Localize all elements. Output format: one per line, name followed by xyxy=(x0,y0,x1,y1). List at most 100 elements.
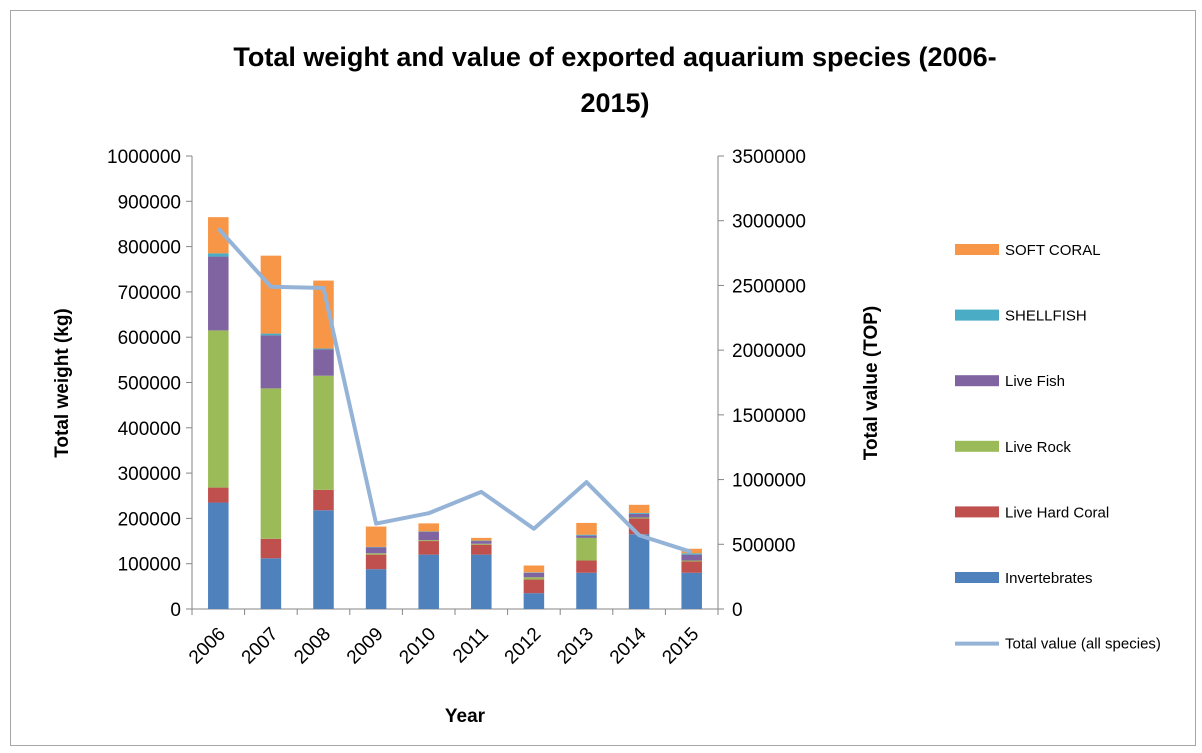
legend-swatch xyxy=(955,440,999,452)
x-tick-label: 2006 xyxy=(185,624,230,669)
y2-tick-label: 0 xyxy=(732,600,743,621)
bar-segment xyxy=(418,554,439,609)
bar-segment xyxy=(628,513,650,518)
legend-swatch xyxy=(955,572,999,583)
bar-segment xyxy=(208,217,229,254)
legend-label: Total value (all species) xyxy=(1005,636,1161,653)
bar-segment xyxy=(260,335,282,389)
y2-tick-label: 1000000 xyxy=(732,471,806,492)
legend-swatch xyxy=(955,244,999,255)
legend-label: Invertebrates xyxy=(1005,570,1093,587)
y2-axis-title: Total value (TOP) xyxy=(861,306,882,461)
bar-segment xyxy=(523,577,545,580)
bar-segment xyxy=(365,554,387,570)
y-tick-label: 100000 xyxy=(118,555,181,576)
y2-tick-label: 3500000 xyxy=(732,147,806,168)
y-tick-label: 1000000 xyxy=(107,147,181,168)
bar-segment xyxy=(418,523,439,532)
bar-segment xyxy=(523,593,545,609)
bar-segment xyxy=(471,544,492,555)
bar-segment xyxy=(681,560,702,562)
y-tick-label: 500000 xyxy=(118,374,181,395)
legend-label: SOFT CORAL xyxy=(1005,242,1101,259)
bar-segment xyxy=(313,280,334,349)
bar-segment xyxy=(471,543,492,545)
bar-segment xyxy=(471,541,492,544)
bar-segment xyxy=(523,572,545,578)
y-tick-label: 200000 xyxy=(118,509,181,530)
chart-title-line-2: 2015) xyxy=(580,88,649,118)
x-tick-label: 2011 xyxy=(449,624,493,668)
y-tick-label: 600000 xyxy=(118,328,181,349)
bar-segment xyxy=(418,540,439,542)
bar-segment xyxy=(313,510,334,609)
bar-segment xyxy=(523,565,545,573)
bar-segment xyxy=(628,517,650,519)
bar-segment xyxy=(681,553,702,555)
bar-segment xyxy=(365,526,387,547)
bar-segment xyxy=(681,572,702,609)
y-tick-label: 800000 xyxy=(118,238,181,259)
y2-tick-label: 500000 xyxy=(732,535,795,556)
y-tick-label: 300000 xyxy=(118,464,181,485)
bar-segment xyxy=(471,537,492,541)
y-tick-label: 900000 xyxy=(118,192,181,213)
y2-tick-label: 1500000 xyxy=(732,406,806,427)
chart-title-line-1: Total weight and value of exported aquar… xyxy=(233,42,996,72)
bar-segment xyxy=(313,375,334,490)
legend-swatch xyxy=(955,506,999,518)
x-tick-label: 2012 xyxy=(501,624,546,669)
x-tick-label: 2008 xyxy=(290,624,335,669)
x-axis-title: Year xyxy=(445,706,486,727)
legend-swatch xyxy=(955,375,999,387)
x-tick-label: 2010 xyxy=(395,624,440,669)
bar-segment xyxy=(313,348,334,350)
y2-tick-label: 2000000 xyxy=(732,341,806,362)
bar-segment xyxy=(260,538,282,559)
legend-label: SHELLFISH xyxy=(1005,308,1087,325)
bar-segment xyxy=(576,522,597,535)
bar-segment xyxy=(208,502,229,609)
x-tick-label: 2009 xyxy=(343,624,388,669)
bar-segment xyxy=(418,541,439,555)
total-value-line xyxy=(216,227,693,554)
legend-label: Live Hard Coral xyxy=(1005,504,1109,521)
bar-segment xyxy=(365,553,387,555)
bar-segment xyxy=(208,256,229,331)
y-axis-title: Total weight (kg) xyxy=(52,308,73,458)
x-tick-label: 2014 xyxy=(606,623,651,668)
bar-segment xyxy=(418,531,439,541)
bar-segment xyxy=(628,512,650,514)
bar-segment xyxy=(681,561,702,573)
bar-segment xyxy=(523,579,545,594)
x-tick-label: 2015 xyxy=(658,624,703,669)
bar-segment xyxy=(208,330,229,488)
bar-segment xyxy=(628,534,650,609)
y-tick-label: 0 xyxy=(170,600,181,621)
bar-segment xyxy=(471,554,492,609)
y2-tick-label: 2500000 xyxy=(732,276,806,297)
legend-label: Live Rock xyxy=(1005,439,1071,456)
bar-segment xyxy=(628,504,650,513)
bar-segment xyxy=(260,255,282,334)
bar-segment xyxy=(576,572,597,609)
bar-segment xyxy=(208,487,229,503)
y2-tick-label: 3000000 xyxy=(732,212,806,233)
legend-label: Live Fish xyxy=(1005,373,1065,390)
bar-segment xyxy=(260,388,282,539)
x-tick-label: 2007 xyxy=(238,624,283,669)
bar-segment xyxy=(365,547,387,554)
bar-segment xyxy=(576,534,597,536)
bar-segment xyxy=(208,253,229,257)
legend-swatch xyxy=(955,309,999,321)
bar-segment xyxy=(313,489,334,511)
bar-segment xyxy=(260,558,282,609)
x-tick-label: 2013 xyxy=(553,624,598,669)
bar-segment xyxy=(365,569,387,609)
bar-segment xyxy=(576,537,597,561)
bar-segment xyxy=(260,333,282,336)
bar-segment xyxy=(313,349,334,376)
bar-segment xyxy=(681,554,702,561)
y-tick-label: 400000 xyxy=(118,419,181,440)
